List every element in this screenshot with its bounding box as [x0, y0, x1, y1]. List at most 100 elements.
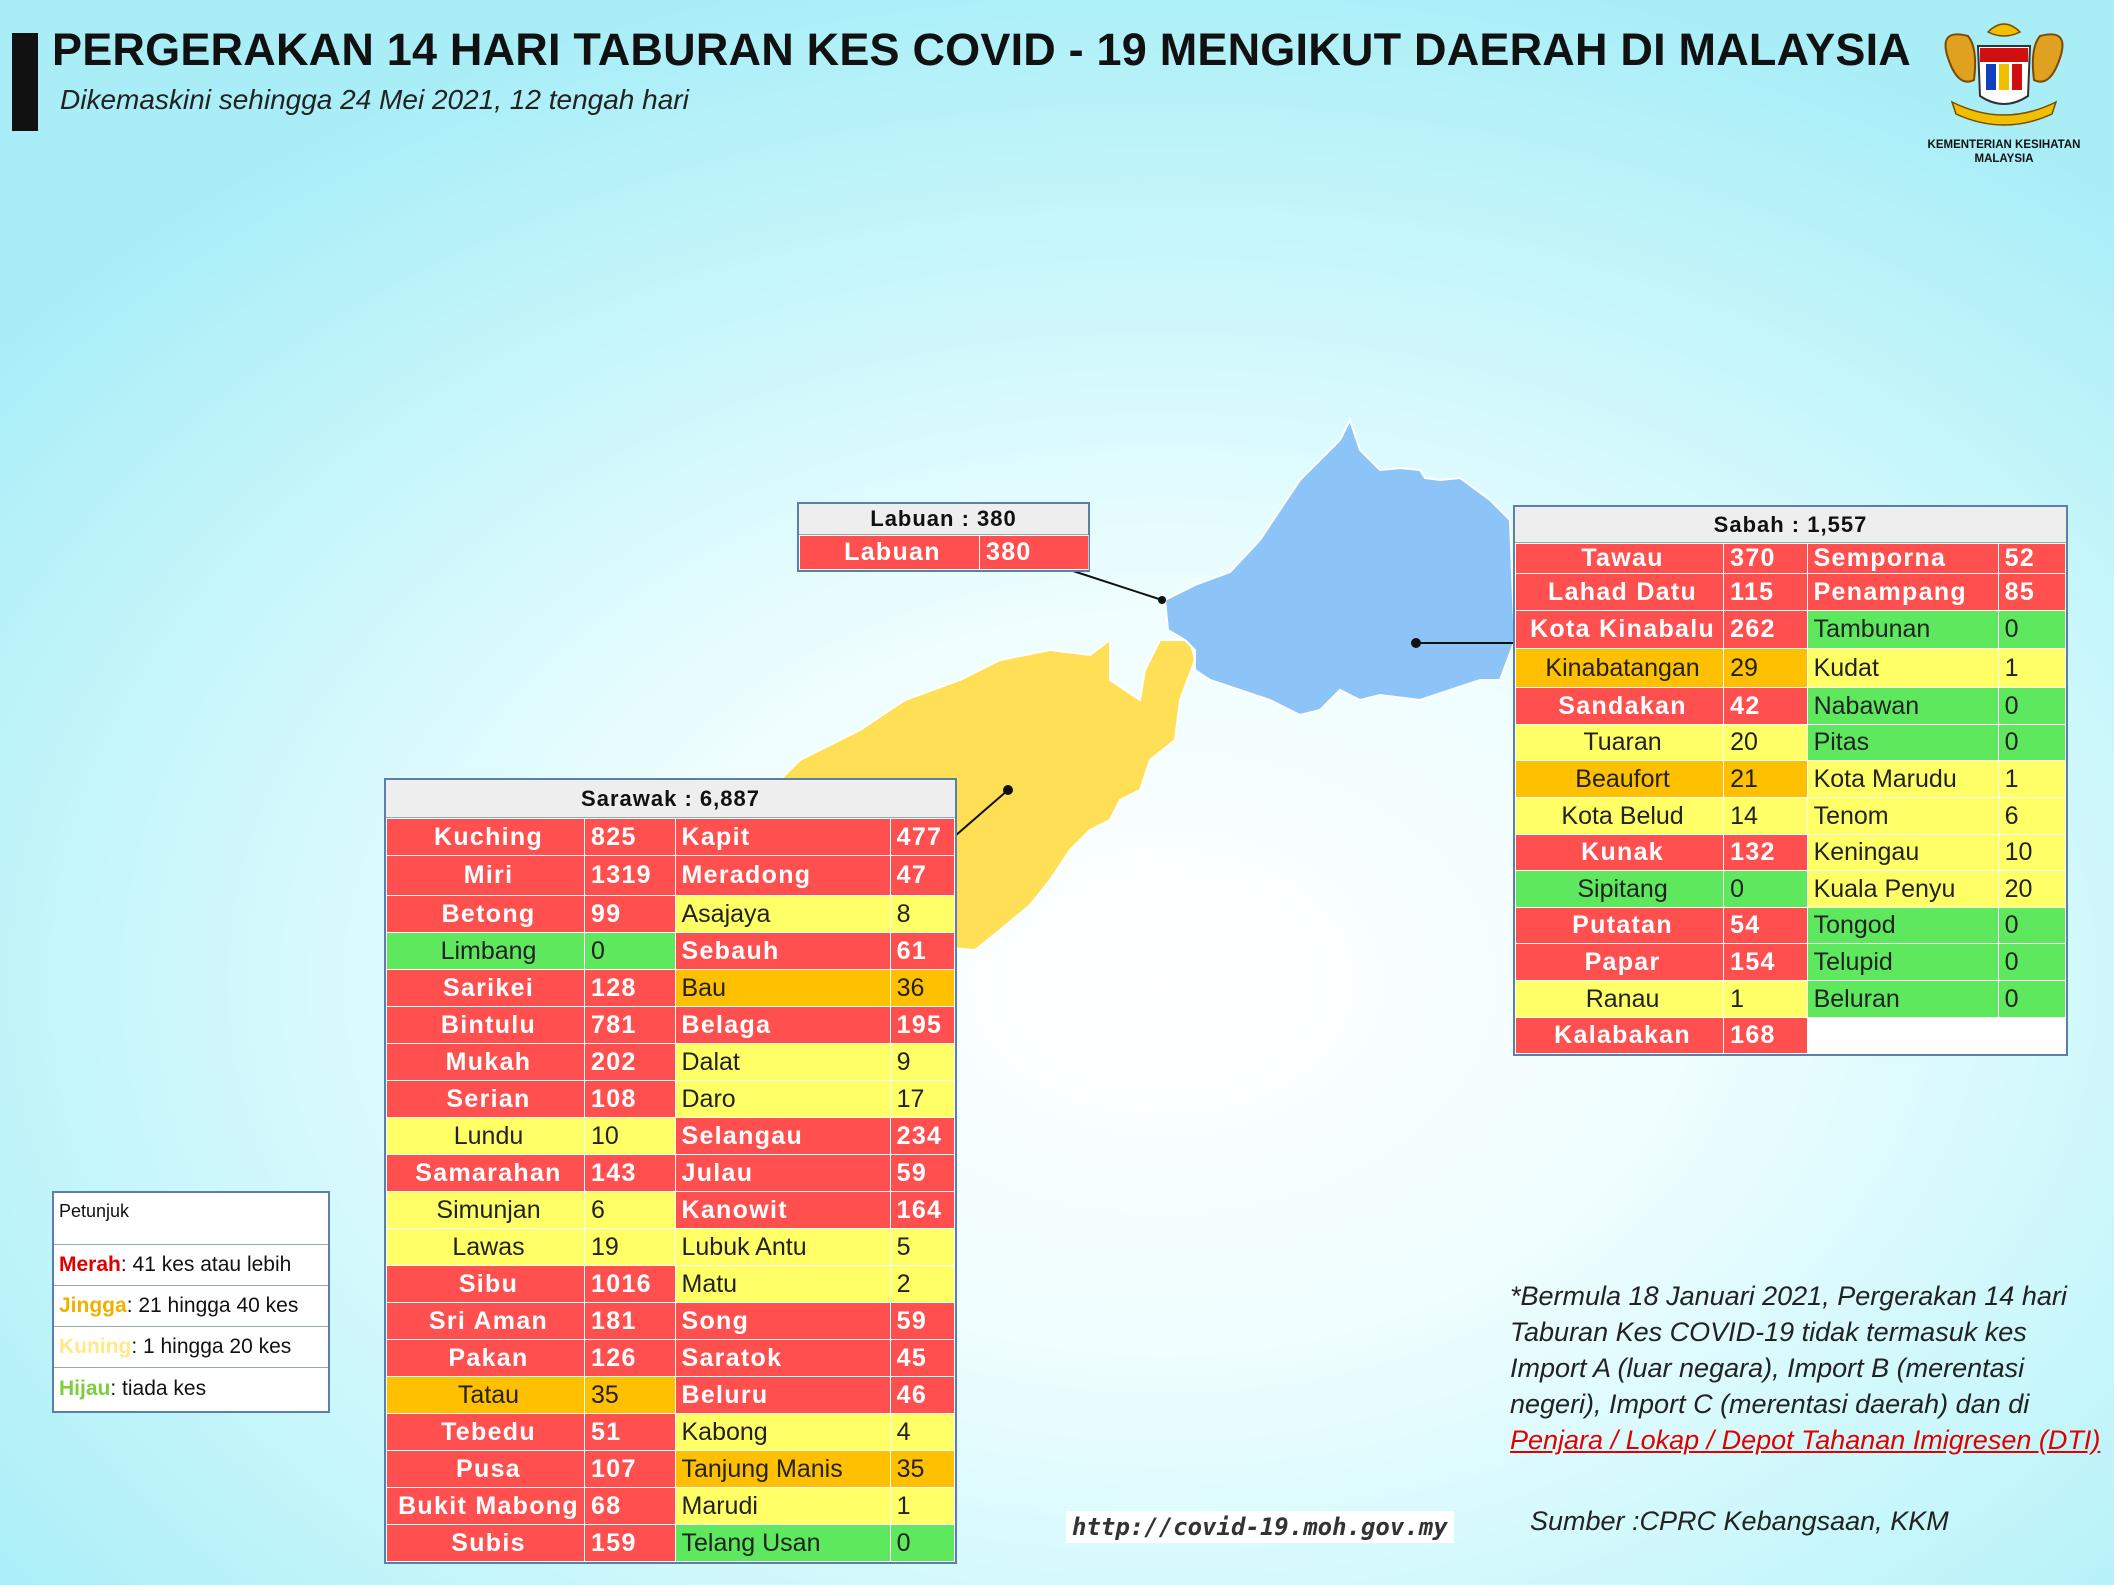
table-row: Betong 99 Asajaya 8 — [385, 895, 956, 933]
district-name: Tongod — [1806, 907, 1999, 944]
district-name: Nabawan — [1806, 687, 1999, 725]
case-count: 2 — [889, 1265, 956, 1303]
case-count: 477 — [889, 818, 956, 856]
website-url[interactable]: http://covid-19.moh.gov.my — [1066, 1511, 1454, 1543]
case-count: 9 — [889, 1043, 956, 1081]
district-name: Matu — [674, 1265, 891, 1303]
case-count: 1 — [1723, 980, 1808, 1018]
case-count: 0 — [1997, 980, 2067, 1018]
district-name: Telang Usan — [674, 1524, 891, 1562]
case-count: 51 — [584, 1413, 676, 1451]
table-row: Lawas 19 Lubuk Antu 5 — [385, 1228, 956, 1266]
district-name: Kudat — [1806, 648, 1999, 688]
case-count: 262 — [1723, 610, 1808, 649]
case-count: 1 — [1997, 760, 2067, 798]
labuan-marker — [1158, 596, 1166, 604]
case-count: 14 — [1723, 797, 1808, 835]
case-count: 825 — [584, 818, 676, 856]
district-name: Bau — [674, 969, 891, 1007]
labuan-heading: Labuan : 380 — [799, 504, 1088, 535]
district-name: Kuching — [385, 818, 586, 856]
table-row: Pusa 107 Tanjung Manis 35 — [385, 1450, 956, 1488]
case-count: 8 — [889, 895, 956, 933]
legend-item-kuning: Kuning : 1 hingga 20 kes — [54, 1327, 328, 1368]
district-name: Kalabakan — [1514, 1017, 1725, 1054]
district-name: Belaga — [674, 1006, 891, 1044]
sabah-marker — [1411, 638, 1421, 648]
legend-label: Kuning — [59, 1335, 132, 1358]
district-name: Bintulu — [385, 1006, 586, 1044]
case-count: 115 — [1723, 573, 1808, 611]
table-row: Mukah 202 Dalat 9 — [385, 1043, 956, 1081]
case-count: 0 — [1997, 610, 2067, 649]
legend-text: : 1 hingga 20 kes — [131, 1335, 292, 1358]
case-count: 143 — [584, 1154, 676, 1192]
case-count: 0 — [1997, 687, 2067, 725]
district-name: Kota Belud — [1514, 797, 1725, 835]
case-count: 1 — [1997, 648, 2067, 688]
district-name: Marudi — [674, 1487, 891, 1525]
case-count: 5 — [889, 1228, 956, 1266]
district-name: Keningau — [1806, 834, 1999, 871]
case-count: 1319 — [584, 855, 676, 896]
case-count: 10 — [1997, 834, 2067, 871]
case-count: 128 — [584, 969, 676, 1007]
table-row: Ranau 1 Beluran 0 — [1514, 980, 2067, 1018]
case-count: 85 — [1997, 573, 2067, 611]
district-name: Serian — [385, 1080, 586, 1118]
sarawak-heading: Sarawak : 6,887 — [386, 780, 955, 818]
case-count: 20 — [1723, 724, 1808, 761]
case-count: 54 — [1723, 907, 1808, 944]
case-count: 99 — [584, 895, 676, 933]
table-row: Beaufort 21 Kota Marudu 1 — [1514, 760, 2067, 798]
district-name: Subis — [385, 1524, 586, 1562]
source-credit: Sumber :CPRC Kebangsaan, KKM — [1530, 1506, 1949, 1536]
case-count — [1997, 1017, 2067, 1054]
case-count: 0 — [1723, 870, 1808, 908]
case-count: 10 — [584, 1117, 676, 1155]
case-count: 0 — [1997, 724, 2067, 761]
case-count: 164 — [889, 1191, 956, 1229]
district-name: Beluru — [674, 1376, 891, 1414]
district-name: Sipitang — [1514, 870, 1725, 908]
district-name: Tuaran — [1514, 724, 1725, 761]
legend-title: Petunjuk — [54, 1193, 328, 1245]
case-count: 234 — [889, 1117, 956, 1155]
case-count: 781 — [584, 1006, 676, 1044]
district-name: Kapit — [674, 818, 891, 856]
table-row: Miri 1319 Meradong 47 — [385, 855, 956, 896]
kkm-logo: KEMENTERIAN KESIHATAN MALAYSIA — [1908, 18, 2100, 165]
district-name: Limbang — [385, 932, 586, 970]
legend-label: Hijau — [59, 1376, 111, 1400]
page-subtitle: Dikemaskini sehingga 24 Mei 2021, 12 ten… — [60, 84, 689, 115]
case-count: 195 — [889, 1006, 956, 1044]
case-count: 59 — [889, 1154, 956, 1192]
legend-text: : tiada kes — [110, 1376, 207, 1400]
sabah-panel: Sabah : 1,557 Tawau 370 Semporna 52 Lahad Da… — [1513, 505, 2068, 1056]
footnote-link[interactable]: Penjara / Lokap / Depot Tahanan Imigrese… — [1510, 1425, 2101, 1455]
table-row: Bukit Mabong 68 Marudi 1 — [385, 1487, 956, 1525]
district-name: Meradong — [674, 855, 891, 896]
case-count: 35 — [584, 1376, 676, 1414]
table-row: Sri Aman 181 Song 59 — [385, 1302, 956, 1340]
table-row: Bintulu 781 Belaga 195 — [385, 1006, 956, 1044]
case-count: 4 — [889, 1413, 956, 1451]
case-count: 6 — [584, 1191, 676, 1229]
table-row: Kota Kinabalu 262 Tambunan 0 — [1514, 610, 2067, 649]
legend: Petunjuk Merah : 41 kes atau lebih Jingg… — [52, 1191, 330, 1413]
case-count: 202 — [584, 1043, 676, 1081]
sarawak-leader-line — [954, 789, 1009, 837]
case-count: 126 — [584, 1339, 676, 1377]
legend-label: Jingga — [59, 1294, 127, 1317]
page-title: PERGERAKAN 14 HARI TABURAN KES COVID - 1… — [52, 24, 1911, 75]
table-row: Tatau 35 Beluru 46 — [385, 1376, 956, 1414]
case-count: 21 — [1723, 760, 1808, 798]
sabah-map — [1163, 417, 1517, 717]
case-count: 0 — [889, 1524, 956, 1562]
labuan-leader-line — [1069, 569, 1163, 601]
case-count: 35 — [889, 1450, 956, 1488]
district-name: Pitas — [1806, 724, 1999, 761]
district-name: Julau — [674, 1154, 891, 1192]
logo-text-line1: KEMENTERIAN KESIHATAN — [1927, 139, 2081, 151]
table-row: Sarikei 128 Bau 36 — [385, 969, 956, 1007]
